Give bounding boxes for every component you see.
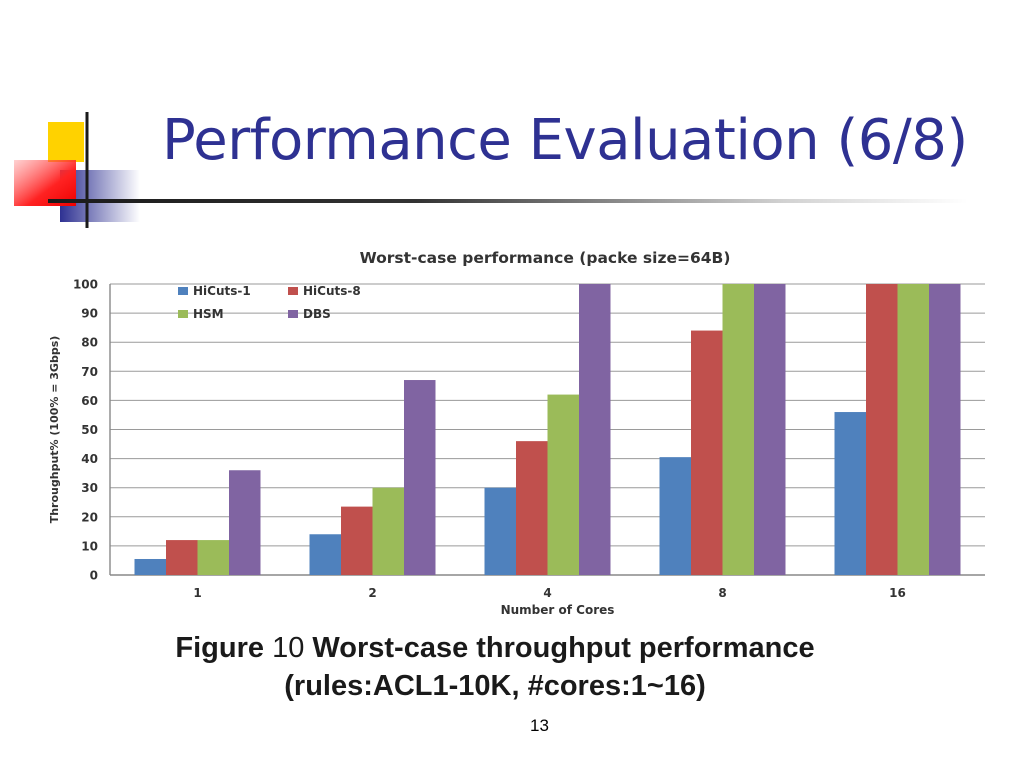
bar bbox=[309, 534, 341, 575]
bar bbox=[659, 457, 691, 575]
y-tick-label: 100 bbox=[73, 278, 98, 292]
chart-title: Worst-case performance (packe size=64B) bbox=[360, 249, 731, 267]
bar bbox=[722, 284, 754, 575]
slide-logo-decoration bbox=[14, 112, 140, 228]
bar bbox=[866, 284, 898, 575]
bar bbox=[166, 540, 198, 575]
bar bbox=[579, 284, 611, 575]
title-divider bbox=[48, 199, 968, 203]
red-square bbox=[14, 160, 76, 206]
x-tick-label: 1 bbox=[193, 586, 201, 600]
bar bbox=[691, 330, 723, 575]
legend-label: DBS bbox=[303, 307, 331, 321]
yellow-square bbox=[48, 122, 84, 162]
throughput-bar-chart: Worst-case performance (packe size=64B) 0… bbox=[48, 249, 985, 617]
legend-swatch bbox=[288, 310, 298, 318]
x-axis-label: Number of Cores bbox=[501, 603, 615, 617]
legend-swatch bbox=[178, 310, 188, 318]
page-number: 13 bbox=[530, 716, 549, 735]
figure-caption-line1: Figure 10 Worst-case throughput performa… bbox=[0, 632, 990, 665]
caption-number: 10 bbox=[272, 632, 305, 664]
bar bbox=[754, 284, 786, 575]
y-tick-label: 50 bbox=[81, 423, 98, 437]
legend-swatch bbox=[288, 287, 298, 295]
x-tick-label: 2 bbox=[368, 586, 376, 600]
x-tick-label: 16 bbox=[889, 586, 906, 600]
legend-label: HSM bbox=[193, 307, 224, 321]
bar bbox=[929, 284, 961, 575]
bar bbox=[229, 470, 261, 575]
bar bbox=[516, 441, 548, 575]
y-tick-label: 70 bbox=[81, 365, 98, 379]
caption-rest: Worst-case throughput performance bbox=[312, 632, 815, 664]
bar bbox=[484, 487, 516, 575]
legend-label: HiCuts-1 bbox=[193, 284, 251, 298]
bar bbox=[404, 380, 436, 575]
y-tick-label: 30 bbox=[81, 481, 98, 495]
y-tick-label: 40 bbox=[81, 452, 98, 466]
bar bbox=[547, 394, 579, 575]
y-axis-label: Throughput% (100% = 3Gbps) bbox=[48, 336, 61, 524]
slide-title: Performance Evaluation (6/8) bbox=[162, 108, 968, 173]
bar bbox=[834, 412, 866, 575]
bar bbox=[372, 487, 404, 575]
caption-lead: Figure bbox=[175, 632, 265, 664]
y-tick-label: 20 bbox=[81, 510, 98, 524]
bar bbox=[134, 558, 166, 575]
legend-swatch bbox=[178, 287, 188, 295]
x-tick-label: 4 bbox=[543, 586, 551, 600]
y-tick-label: 60 bbox=[81, 394, 98, 408]
bar bbox=[897, 284, 929, 575]
y-tick-label: 0 bbox=[90, 569, 98, 583]
y-tick-label: 10 bbox=[81, 539, 98, 553]
figure-caption-line2: (rules:ACL1-10K, #cores:1~16) bbox=[284, 670, 706, 702]
y-tick-label: 80 bbox=[81, 336, 98, 350]
bar bbox=[197, 540, 229, 575]
y-tick-label: 90 bbox=[81, 307, 98, 321]
bar bbox=[341, 506, 373, 575]
legend-label: HiCuts-8 bbox=[303, 284, 361, 298]
x-tick-label: 8 bbox=[718, 586, 726, 600]
